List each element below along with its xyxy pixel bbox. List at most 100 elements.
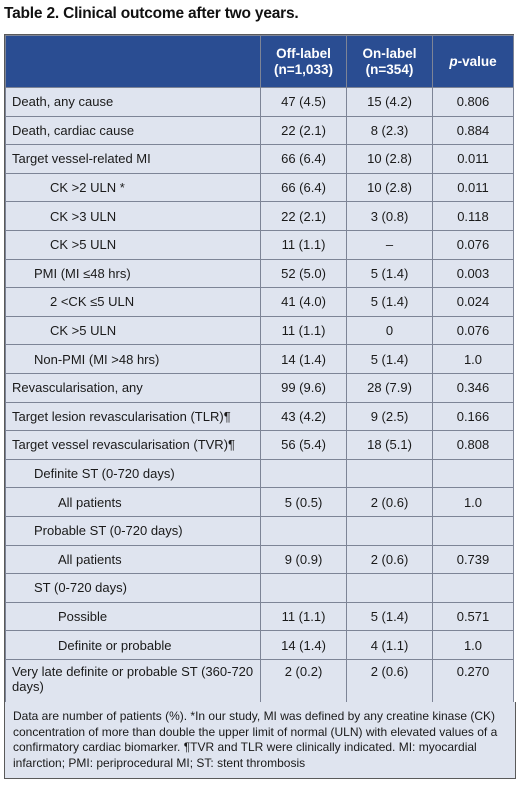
table-row: PMI (MI ≤48 hrs) 52 (5.0) 5 (1.4) 0.003 bbox=[5, 258, 514, 289]
row-label: CK >5 ULN bbox=[5, 229, 261, 260]
cell-on-label bbox=[346, 573, 433, 603]
table-row: Probable ST (0-720 days) bbox=[5, 515, 514, 546]
cell-on-label bbox=[346, 515, 433, 546]
row-label: Possible bbox=[5, 601, 261, 632]
cell-on-label: 5 (1.4) bbox=[346, 344, 433, 374]
table-footnote: Data are number of patients (%). *In our… bbox=[4, 702, 516, 779]
header-on-label: On-label (n=354) bbox=[346, 35, 433, 88]
table-row: Possible 11 (1.1) 5 (1.4) 0.571 bbox=[5, 601, 514, 632]
cell-p-value: 1.0 bbox=[432, 344, 514, 374]
row-label: All patients bbox=[5, 544, 261, 575]
table-row: CK >3 ULN 22 (2.1) 3 (0.8) 0.118 bbox=[5, 201, 514, 231]
row-label: Probable ST (0-720 days) bbox=[5, 515, 261, 546]
cell-p-value: 0.270 bbox=[432, 658, 514, 705]
cell-p-value: 0.011 bbox=[432, 144, 514, 174]
cell-on-label: 9 (2.5) bbox=[346, 401, 433, 432]
header-row: Off-label (n=1,033) On-label (n=354) p-v… bbox=[5, 35, 514, 88]
cell-on-label: 2 (0.6) bbox=[346, 658, 433, 705]
cell-on-label: 5 (1.4) bbox=[346, 287, 433, 317]
cell-on-label: 4 (1.1) bbox=[346, 630, 433, 660]
row-label: Target lesion revascularisation (TLR)¶ bbox=[5, 401, 261, 432]
cell-on-label: 0 bbox=[346, 315, 433, 346]
cell-off-label: 99 (9.6) bbox=[260, 372, 347, 403]
row-label: CK >2 ULN * bbox=[5, 172, 261, 203]
cell-p-value: 0.076 bbox=[432, 315, 514, 346]
header-off-label-text: Off-label bbox=[276, 45, 331, 61]
outcome-table: Off-label (n=1,033) On-label (n=354) p-v… bbox=[4, 34, 514, 706]
cell-off-label bbox=[260, 573, 347, 603]
cell-off-label: 2 (0.2) bbox=[260, 658, 347, 705]
row-label: Very late definite or probable ST (360-7… bbox=[5, 658, 261, 705]
cell-p-value: 0.346 bbox=[432, 372, 514, 403]
cell-off-label bbox=[260, 458, 347, 489]
row-label: 2 <CK ≤5 ULN bbox=[5, 287, 261, 317]
table-row: Target lesion revascularisation (TLR)¶ 4… bbox=[5, 401, 514, 432]
row-label: Non-PMI (MI >48 hrs) bbox=[5, 344, 261, 374]
cell-off-label: 5 (0.5) bbox=[260, 487, 347, 517]
row-label: Death, any cause bbox=[5, 87, 261, 117]
cell-p-value: 0.806 bbox=[432, 87, 514, 117]
row-label: Target vessel-related MI bbox=[5, 144, 261, 174]
cell-on-label: 15 (4.2) bbox=[346, 87, 433, 117]
cell-on-label: 10 (2.8) bbox=[346, 172, 433, 203]
cell-off-label: 66 (6.4) bbox=[260, 172, 347, 203]
table-row: Non-PMI (MI >48 hrs) 14 (1.4) 5 (1.4) 1.… bbox=[5, 344, 514, 374]
table-row: All patients 5 (0.5) 2 (0.6) 1.0 bbox=[5, 487, 514, 517]
row-label: Revascularisation, any bbox=[5, 372, 261, 403]
cell-on-label: 2 (0.6) bbox=[346, 487, 433, 517]
table-row: CK >5 ULN 11 (1.1) 0 0.076 bbox=[5, 315, 514, 346]
table-row: Death, any cause 47 (4.5) 15 (4.2) 0.806 bbox=[5, 87, 514, 117]
row-label: CK >5 ULN bbox=[5, 315, 261, 346]
cell-off-label: 14 (1.4) bbox=[260, 630, 347, 660]
cell-p-value: 0.571 bbox=[432, 601, 514, 632]
cell-off-label: 11 (1.1) bbox=[260, 315, 347, 346]
cell-off-label: 52 (5.0) bbox=[260, 258, 347, 289]
table-row: Target vessel revascularisation (TVR)¶ 5… bbox=[5, 430, 514, 460]
cell-off-label bbox=[260, 515, 347, 546]
cell-p-value: 0.024 bbox=[432, 287, 514, 317]
row-label: Death, cardiac cause bbox=[5, 115, 261, 146]
cell-off-label: 22 (2.1) bbox=[260, 115, 347, 146]
header-blank bbox=[5, 35, 261, 88]
header-p-rest: -value bbox=[457, 53, 497, 69]
table-row: ST (0-720 days) bbox=[5, 573, 514, 603]
table-row: Very late definite or probable ST (360-7… bbox=[5, 658, 514, 705]
cell-p-value: 0.166 bbox=[432, 401, 514, 432]
table-row: 2 <CK ≤5 ULN 41 (4.0) 5 (1.4) 0.024 bbox=[5, 287, 514, 317]
header-off-label-n: (n=1,033) bbox=[274, 61, 333, 77]
cell-p-value: 1.0 bbox=[432, 487, 514, 517]
table-row: Definite or probable 14 (1.4) 4 (1.1) 1.… bbox=[5, 630, 514, 660]
row-label: Definite or probable bbox=[5, 630, 261, 660]
cell-p-value: 0.808 bbox=[432, 430, 514, 460]
table-row: Target vessel-related MI 66 (6.4) 10 (2.… bbox=[5, 144, 514, 174]
row-label: All patients bbox=[5, 487, 261, 517]
table-row: Definite ST (0-720 days) bbox=[5, 458, 514, 489]
header-on-label-n: (n=354) bbox=[365, 61, 414, 77]
row-label: Definite ST (0-720 days) bbox=[5, 458, 261, 489]
table-row: CK >5 ULN 11 (1.1) – 0.076 bbox=[5, 229, 514, 260]
cell-off-label: 41 (4.0) bbox=[260, 287, 347, 317]
row-label: CK >3 ULN bbox=[5, 201, 261, 231]
cell-on-label: 10 (2.8) bbox=[346, 144, 433, 174]
cell-on-label: 18 (5.1) bbox=[346, 430, 433, 460]
cell-p-value bbox=[432, 458, 514, 489]
cell-p-value: 0.884 bbox=[432, 115, 514, 146]
cell-p-value: 0.003 bbox=[432, 258, 514, 289]
cell-off-label: 22 (2.1) bbox=[260, 201, 347, 231]
cell-on-label: 5 (1.4) bbox=[346, 601, 433, 632]
cell-p-value: 1.0 bbox=[432, 630, 514, 660]
row-label: ST (0-720 days) bbox=[5, 573, 261, 603]
cell-on-label: 3 (0.8) bbox=[346, 201, 433, 231]
cell-off-label: 56 (5.4) bbox=[260, 430, 347, 460]
cell-off-label: 9 (0.9) bbox=[260, 544, 347, 575]
cell-off-label: 66 (6.4) bbox=[260, 144, 347, 174]
header-p-italic: p bbox=[449, 53, 458, 69]
header-off-label: Off-label (n=1,033) bbox=[260, 35, 347, 88]
cell-p-value: 0.118 bbox=[432, 201, 514, 231]
cell-p-value: 0.076 bbox=[432, 229, 514, 260]
header-on-label-text: On-label bbox=[362, 45, 417, 61]
table-row: CK >2 ULN * 66 (6.4) 10 (2.8) 0.011 bbox=[5, 172, 514, 203]
cell-on-label: – bbox=[346, 229, 433, 260]
row-label: PMI (MI ≤48 hrs) bbox=[5, 258, 261, 289]
